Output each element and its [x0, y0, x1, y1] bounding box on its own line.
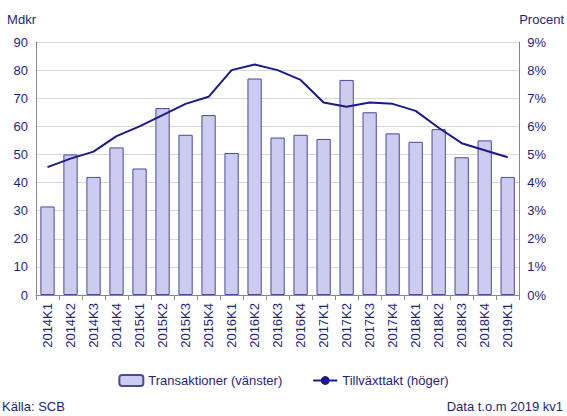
- svg-text:0%: 0%: [527, 288, 546, 303]
- svg-text:2017K2: 2017K2: [339, 303, 354, 348]
- svg-text:2014K1: 2014K1: [40, 303, 55, 348]
- svg-text:2018K3: 2018K3: [454, 303, 469, 348]
- svg-text:2016K3: 2016K3: [270, 303, 285, 348]
- svg-text:70: 70: [14, 91, 28, 106]
- svg-text:50: 50: [14, 147, 28, 162]
- svg-text:2017K4: 2017K4: [385, 303, 400, 348]
- svg-text:2016K1: 2016K1: [224, 303, 239, 348]
- svg-text:2016K2: 2016K2: [247, 303, 262, 348]
- svg-text:2017K3: 2017K3: [362, 303, 377, 348]
- svg-text:6%: 6%: [527, 119, 546, 134]
- svg-text:7%: 7%: [527, 91, 546, 106]
- svg-text:2017K1: 2017K1: [316, 303, 331, 348]
- svg-text:60: 60: [14, 119, 28, 134]
- svg-text:2%: 2%: [527, 231, 546, 246]
- svg-text:2015K4: 2015K4: [201, 303, 216, 348]
- svg-text:2014K2: 2014K2: [63, 303, 78, 348]
- svg-text:2015K2: 2015K2: [155, 303, 170, 348]
- svg-text:Källa: SCB: Källa: SCB: [2, 399, 65, 414]
- svg-text:30: 30: [14, 203, 28, 218]
- svg-text:5%: 5%: [527, 147, 546, 162]
- svg-text:2014K3: 2014K3: [86, 303, 101, 348]
- svg-text:90: 90: [14, 35, 28, 50]
- svg-text:2018K1: 2018K1: [408, 303, 423, 348]
- svg-text:2016K4: 2016K4: [293, 303, 308, 348]
- svg-text:Procent: Procent: [519, 12, 564, 27]
- svg-text:2015K1: 2015K1: [132, 303, 147, 348]
- svg-text:2015K3: 2015K3: [178, 303, 193, 348]
- svg-text:1%: 1%: [527, 259, 546, 274]
- svg-text:40: 40: [14, 175, 28, 190]
- svg-text:2018K2: 2018K2: [431, 303, 446, 348]
- svg-text:Data t.o.m 2019 kv1: Data t.o.m 2019 kv1: [447, 399, 563, 414]
- svg-text:Tillväxttakt (höger): Tillväxttakt (höger): [342, 373, 448, 388]
- svg-text:10: 10: [14, 259, 28, 274]
- svg-text:2018K4: 2018K4: [477, 303, 492, 348]
- svg-text:2014K4: 2014K4: [109, 303, 124, 348]
- svg-text:8%: 8%: [527, 63, 546, 78]
- svg-text:4%: 4%: [527, 175, 546, 190]
- svg-text:80: 80: [14, 63, 28, 78]
- svg-text:Transaktioner (vänster): Transaktioner (vänster): [148, 373, 282, 388]
- svg-text:Mdkr: Mdkr: [7, 12, 37, 27]
- svg-text:9%: 9%: [527, 35, 546, 50]
- svg-text:20: 20: [14, 231, 28, 246]
- svg-text:0: 0: [21, 288, 28, 303]
- svg-text:3%: 3%: [527, 203, 546, 218]
- svg-text:2019K1: 2019K1: [500, 303, 515, 348]
